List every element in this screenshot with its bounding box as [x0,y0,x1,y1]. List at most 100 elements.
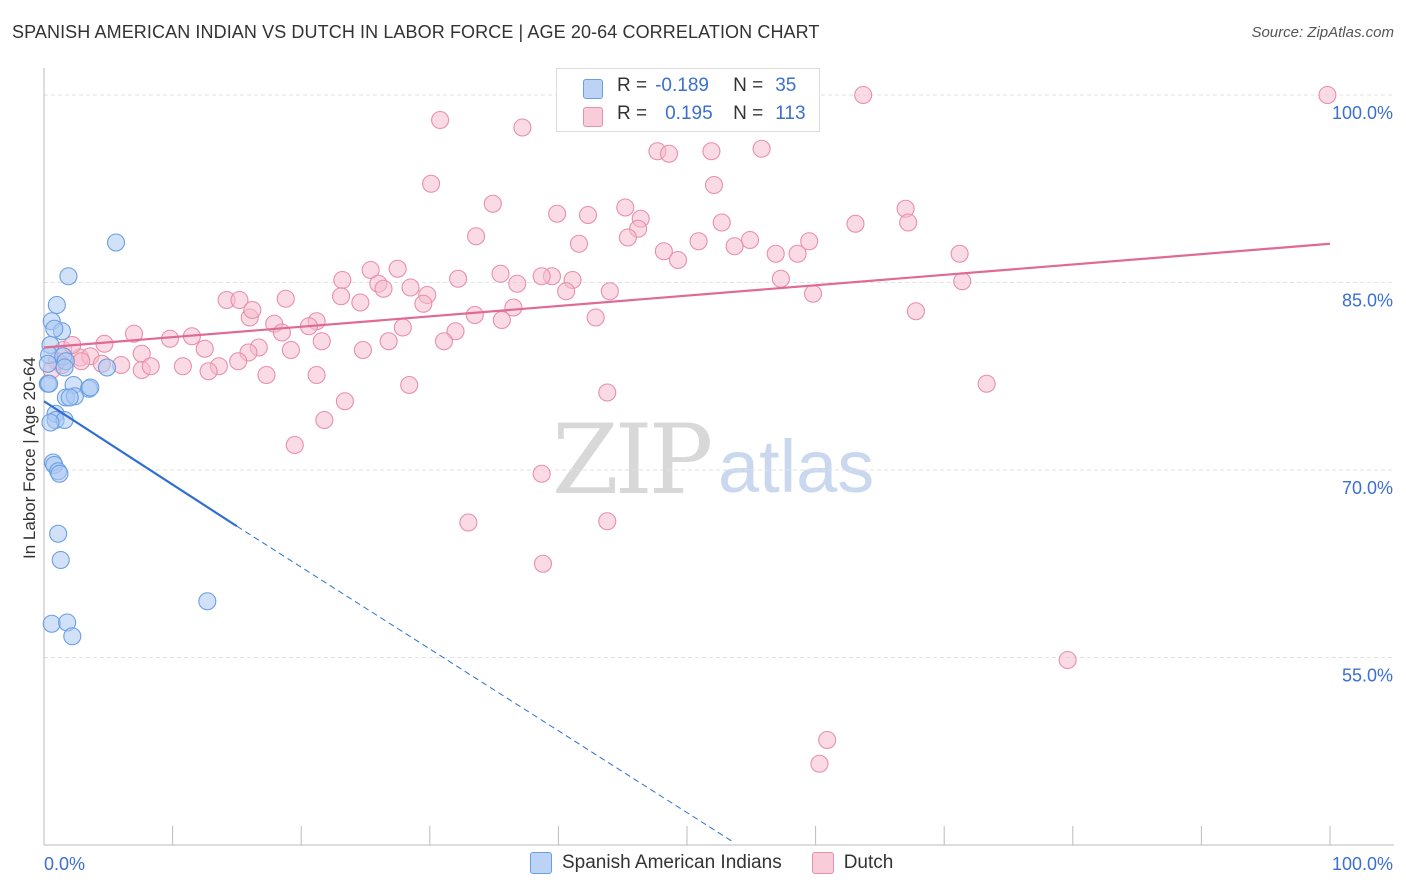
data-point-dutch [977,374,996,393]
trend-line-dutch [43,242,1331,349]
data-point-dutch [431,110,450,130]
source-label: Source: ZipAtlas.com [1251,24,1394,41]
data-point-dutch [422,174,441,193]
data-point-dutch [229,352,248,371]
data-point-dutch [689,232,708,251]
data-point-dutch [569,234,589,253]
data-point-dutch [335,392,354,411]
legend-r-value: 0.195 [665,103,713,124]
data-point-spanish-american-indian [63,627,82,646]
data-point-spanish-american-indian [40,374,59,393]
watermark-zip: ZIP [552,404,713,516]
data-point-spanish-american-indian [41,413,60,432]
y-tick-label: 55.0% [1342,666,1393,686]
data-point-dutch [810,754,829,773]
data-point-dutch [285,435,304,455]
data-point-dutch [532,267,551,286]
data-point-dutch [173,357,192,376]
data-point-spanish-american-indian [59,267,78,286]
data-point-dutch [492,310,511,330]
data-point-dutch [788,244,807,263]
data-point-dutch [725,237,744,256]
data-point-dutch [504,298,523,317]
data-point-dutch [141,357,160,376]
data-point-dutch [281,340,300,360]
data-point-dutch [467,227,486,246]
data-point-dutch [195,339,214,358]
data-point-dutch [508,274,527,293]
data-point-dutch [276,289,295,308]
data-point-dutch [557,282,576,301]
legend-item-spanish-american-indians: Spanish American Indians [530,852,782,874]
data-point-dutch [414,294,433,313]
data-point-dutch [230,290,249,310]
data-point-dutch [578,205,598,225]
data-point-dutch [449,269,468,288]
data-point-dutch [616,198,635,217]
data-point-dutch [351,293,370,312]
y-tick-label: 70.0% [1342,478,1393,498]
x-tick-label: 100.0% [1332,854,1393,874]
tick-labels: 100.0% 85.0% 70.0% 55.0% 0.0% 100.0% [44,103,1393,874]
data-point-dutch [1058,650,1077,670]
chart-title: SPANISH AMERICAN INDIAN VS DUTCH IN LABO… [12,22,820,42]
data-point-dutch [446,322,465,341]
data-point-dutch [491,264,510,283]
y-tick-label: 85.0% [1342,291,1393,311]
data-point-dutch [361,260,380,280]
legend-r-label: R = [617,75,648,96]
axes [43,68,1394,846]
data-point-dutch [800,232,819,251]
y-tick-label: 100.0% [1332,103,1393,123]
data-point-dutch [659,144,679,163]
data-point-dutch [465,305,484,325]
data-point-dutch [533,554,553,573]
trend-lines [43,242,1331,842]
data-point-dutch [654,242,673,261]
legend-swatch-pink [811,852,834,874]
data-point-spanish-american-indian [97,358,117,377]
legend-n-label: N = [733,103,764,124]
data-point-dutch [393,318,412,337]
data-point-dutch [740,230,760,250]
data-point-dutch [752,139,771,158]
data-point-dutch [243,300,262,320]
trend-line-spanish-american-indians [43,400,238,528]
data-point-spanish-american-indian [49,524,68,543]
legend-row-pink: R = 0.195 N = 113 [583,102,806,127]
data-point-spanish-american-indian [106,233,126,252]
data-point-dutch [771,269,790,288]
data-point-dutch [598,383,617,402]
data-point-spanish-american-indian [42,614,61,633]
data-point-dutch [854,85,873,105]
data-point-dutch [906,302,925,321]
data-point-dutch [600,282,619,301]
data-point-dutch [618,228,637,247]
legend-n-value: 35 [775,75,797,96]
data-point-dutch [899,213,918,232]
legend-swatch-pink [583,107,603,127]
data-point-dutch [199,362,218,381]
data-point-spanish-american-indian [47,295,66,315]
data-point-dutch [818,730,837,750]
legend-r-label: R = [617,103,648,124]
legend-n-label: N = [733,75,764,96]
data-point-spanish-american-indian [60,388,79,407]
data-point-dutch [548,204,567,223]
data-point-dutch [353,340,372,360]
data-point-spanish-american-indian [45,319,64,338]
data-point-dutch [846,214,865,233]
x-tick-label: 0.0% [44,854,85,874]
data-point-dutch [72,352,91,371]
data-point-dutch [704,175,724,195]
data-point-spanish-american-indian [198,592,217,611]
legend-n-value: 113 [775,103,806,124]
series-dutch [42,85,1337,773]
data-point-dutch [712,213,731,232]
data-point-dutch [379,332,398,351]
legend-swatch-blue [530,852,552,874]
legend-row-blue: R = -0.189 N = 35 [583,74,797,99]
data-point-dutch [532,464,551,483]
y-axis-label: In Labor Force | Age 20-64 [20,357,39,559]
